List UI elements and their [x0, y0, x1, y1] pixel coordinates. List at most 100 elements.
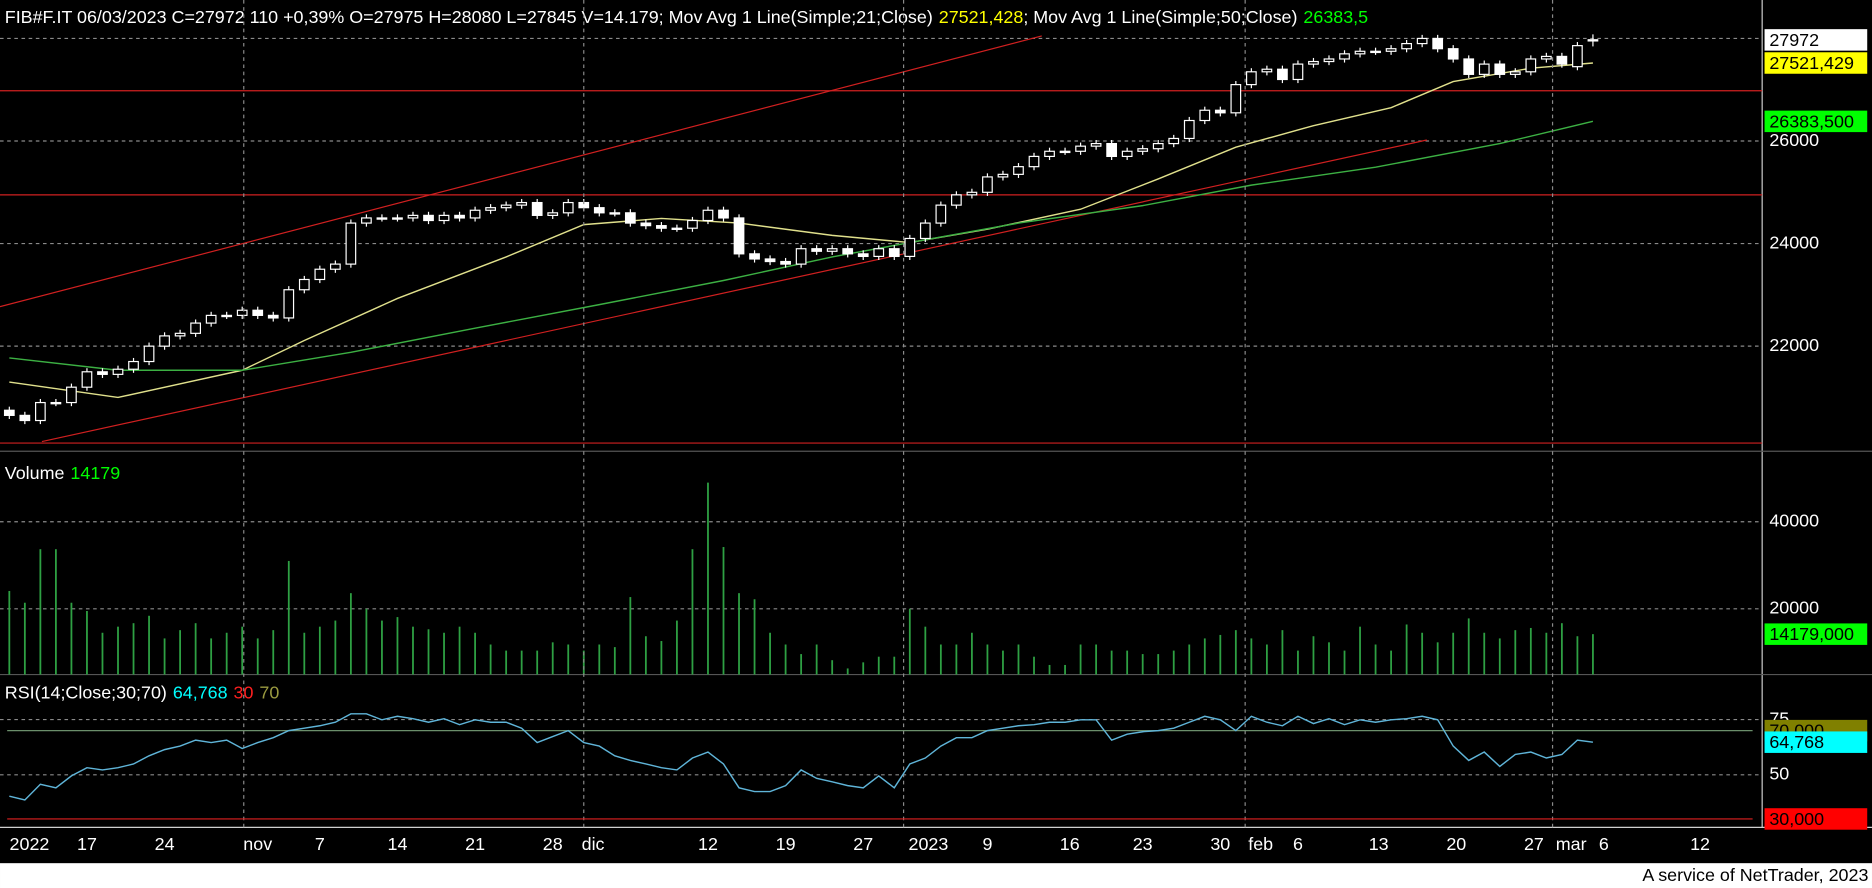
rsi-line — [9, 713, 1594, 801]
price-box — [1764, 52, 1868, 74]
candle-body — [935, 204, 947, 224]
header-text: 14179 — [70, 463, 120, 483]
volume-bar — [1079, 644, 1082, 675]
volume-bar — [349, 593, 352, 675]
header-text: 70 — [259, 682, 279, 702]
volume-bar — [939, 644, 942, 675]
candle-body — [531, 201, 543, 216]
x-tick-label: 21 — [465, 834, 485, 854]
x-tick-label: dic — [582, 834, 605, 854]
candle-body — [1572, 45, 1583, 68]
candle-body — [407, 214, 419, 219]
volume-bar — [86, 610, 88, 675]
candle-body — [267, 314, 279, 319]
header-text: FIB#F.IT 06/03/2023 C=27972 110 +0,39% O… — [5, 7, 659, 27]
volume-bar — [427, 629, 430, 675]
volume-bar — [1498, 638, 1501, 675]
candle-body — [221, 314, 233, 318]
candle-body — [1261, 68, 1273, 73]
candle-body — [1168, 137, 1180, 145]
x-tick-label: 6 — [1293, 834, 1303, 854]
volume-bar — [1560, 623, 1563, 675]
volume-bar — [1126, 650, 1129, 675]
header-text: Volume — [5, 463, 65, 483]
volume-bar — [489, 644, 492, 675]
candle-body — [516, 201, 528, 206]
header-text: ; Mov Avg 1 Line(Simple;21;Close) — [659, 7, 933, 27]
candle-body — [795, 248, 807, 265]
price-box-label: 26383,500 — [1769, 111, 1854, 131]
candle-body — [143, 345, 155, 363]
x-tick-label: 2023 — [909, 834, 949, 854]
candle-body — [656, 225, 667, 229]
volume-bar — [256, 638, 259, 675]
volume-bar — [1265, 644, 1268, 675]
volume-bar — [1421, 632, 1424, 675]
header-text: 30 — [234, 682, 254, 702]
panel-header: RSI(14;Close;30;70) 64,768 30 70 — [5, 682, 280, 702]
x-tick-label: 20 — [1446, 834, 1466, 854]
header-text: 26383,5 — [1303, 7, 1368, 27]
price-box — [1764, 623, 1868, 645]
volume-bar — [365, 608, 368, 675]
candle-body — [159, 335, 170, 347]
volume-bar — [1110, 650, 1113, 675]
candle-body — [640, 222, 652, 227]
candle-body — [1494, 63, 1506, 75]
candle-body — [205, 314, 217, 324]
candle-body — [128, 360, 139, 370]
volume-bar — [520, 650, 523, 675]
x-tick-label: 19 — [776, 834, 796, 854]
candle-body — [1556, 55, 1568, 65]
candle-body — [1540, 55, 1552, 60]
volume-bar — [396, 617, 399, 675]
volume-bar — [1048, 664, 1051, 675]
volume-bar — [1390, 650, 1392, 675]
volume-bar — [23, 602, 26, 675]
volume-bar — [955, 644, 958, 675]
candle-body — [1478, 63, 1490, 75]
candle-body — [1447, 48, 1459, 60]
candle-body — [314, 268, 326, 281]
volume-bar — [831, 660, 834, 675]
candle-body — [888, 248, 900, 258]
volume-bar — [132, 623, 135, 675]
header-text: RSI(14;Close;30;70) — [5, 682, 167, 702]
x-tick-label: 7 — [315, 834, 325, 854]
candle-body — [1121, 150, 1133, 158]
volume-bar — [707, 482, 709, 675]
candle-body — [873, 248, 885, 258]
candle-body — [1370, 50, 1381, 54]
volume-bar — [1157, 654, 1160, 675]
candle-body — [1401, 42, 1412, 50]
volume-bar — [660, 641, 663, 675]
volume-bar — [443, 632, 445, 675]
y-tick-label: 22000 — [1769, 335, 1819, 355]
candle-body — [1059, 150, 1071, 154]
candle-body — [500, 204, 512, 209]
candle-body — [1432, 37, 1444, 50]
moving-average-line — [9, 62, 1593, 399]
candle-body — [547, 212, 559, 216]
candle-body — [1044, 150, 1055, 158]
candle-body — [1183, 119, 1195, 140]
volume-bar — [738, 593, 740, 675]
volume-bar — [971, 632, 973, 675]
volume-bar — [800, 654, 803, 675]
volume-bar — [1250, 638, 1253, 675]
candle-body — [702, 209, 714, 222]
x-tick-label: 27 — [1524, 834, 1544, 854]
volume-bar — [1234, 630, 1237, 675]
candle-body — [1013, 166, 1024, 175]
volume-bar — [318, 626, 321, 675]
volume-bar — [567, 644, 570, 675]
volume-bar — [1141, 654, 1144, 675]
candle-body — [345, 222, 357, 265]
x-tick-label: 6 — [1599, 834, 1609, 854]
candle-body — [904, 237, 916, 258]
candle-body — [1245, 71, 1257, 86]
candle-body — [1354, 50, 1366, 55]
volume-bar — [505, 650, 508, 675]
volume-bar — [70, 602, 73, 675]
